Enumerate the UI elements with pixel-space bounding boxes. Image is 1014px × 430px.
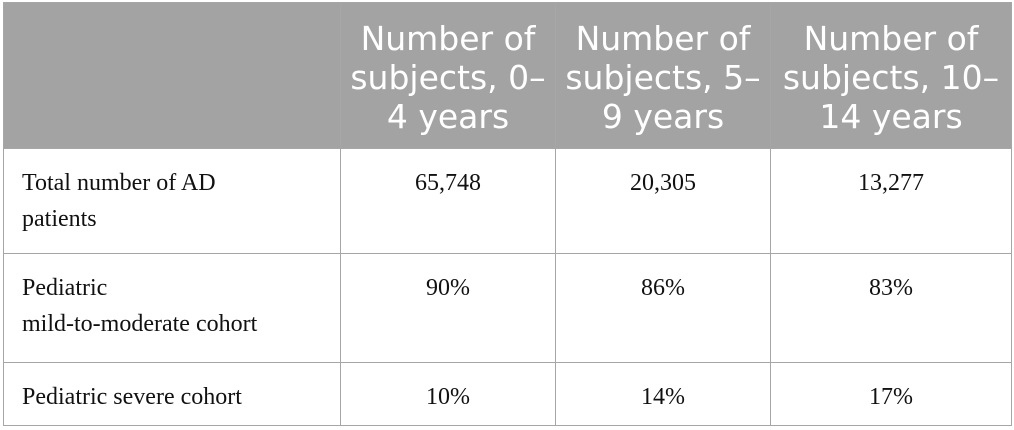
cell-value: 65,748 (340, 148, 556, 254)
cell-value: 20,305 (555, 148, 771, 254)
row-label-line: Pediatric (22, 275, 108, 301)
cell-value: 10% (340, 362, 556, 426)
row-label: Pediatric severe cohort (3, 362, 341, 426)
cell-value: 17% (770, 362, 1012, 426)
row-label-line: Total number of AD (22, 170, 216, 196)
column-header: Number of subjects, 0–4 years (340, 2, 556, 149)
header-row: Number of subjects, 0–4 years Number of s… (3, 2, 1012, 149)
row-label: Pediatric mild-to-moderate cohort (3, 253, 341, 363)
column-header: Number of subjects, 10–14 years (770, 2, 1012, 149)
row-label-line: mild-to-moderate cohort (22, 311, 258, 337)
table-row: Pediatric severe cohort 10% 14% 17% (3, 362, 1012, 426)
column-header: Number of subjects, 5–9 years (555, 2, 771, 149)
cell-value: 83% (770, 253, 1012, 363)
cell-value: 86% (555, 253, 771, 363)
table-row: Pediatric mild-to-moderate cohort 90% 86% 83… (3, 253, 1012, 363)
data-table: Number of subjects, 0–4 years Number of s… (3, 2, 1012, 426)
row-label: Total number of AD patients (3, 148, 341, 254)
cell-value: 14% (555, 362, 771, 426)
table-row: Total number of AD patients 65,748 20,305 13… (3, 148, 1012, 254)
row-label-line: Pediatric severe cohort (22, 384, 242, 410)
row-label-line: patients (22, 206, 97, 232)
cell-value: 13,277 (770, 148, 1012, 254)
header-corner (3, 2, 341, 149)
cell-value: 90% (340, 253, 556, 363)
table-body: Total number of AD patients 65,748 20,305 13… (3, 148, 1012, 426)
